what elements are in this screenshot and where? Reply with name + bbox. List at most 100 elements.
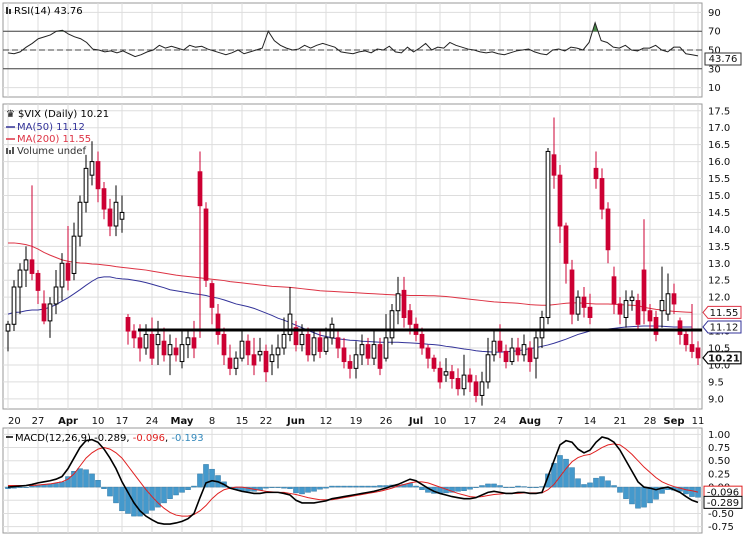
macd-histogram-bar xyxy=(569,467,575,488)
macd-panel-frame xyxy=(2,427,703,534)
date-axis: 20 27 Apr 10 17 24 May 8 15 22 Jun 12 19 26 Jul 10 17 24 A… xyxy=(8,416,704,427)
volume-legend-icon xyxy=(6,147,14,154)
macd-histogram-bar xyxy=(461,486,467,491)
macd-histogram-bar xyxy=(65,476,71,488)
candle-down xyxy=(581,296,587,308)
price-tick-label: 13.0 xyxy=(708,259,730,270)
price-tick-label: 17.5 xyxy=(708,106,730,117)
macd-badge-value: -0.289 xyxy=(707,498,739,509)
candle-down xyxy=(401,289,407,319)
candle-down xyxy=(95,161,101,190)
ma50-badge: 11.12 xyxy=(702,320,742,334)
candle-down xyxy=(251,354,257,366)
candle-down xyxy=(137,337,143,349)
macd-histogram-bar xyxy=(611,485,617,488)
macd-histogram-bar xyxy=(167,486,173,499)
volume-legend: Volume undef xyxy=(17,146,87,157)
macd-histogram-bar xyxy=(335,485,341,488)
price-tick-label: 13.5 xyxy=(708,242,730,253)
candle-up xyxy=(299,333,305,346)
date-tick-label: 21 xyxy=(614,416,627,427)
candle-down xyxy=(473,381,479,396)
macd-histogram-bar xyxy=(653,486,659,500)
date-tick-label: 7 xyxy=(557,416,563,427)
macd-histogram-bar xyxy=(497,485,503,488)
macd-histogram-bar xyxy=(275,486,281,488)
candle-down xyxy=(35,272,41,291)
macd-histogram-bar xyxy=(293,486,299,494)
date-tick-label: 24 xyxy=(494,416,507,427)
macd-histogram-bar xyxy=(89,473,95,488)
candle-down xyxy=(173,347,179,356)
macd-tick-label: 0.25 xyxy=(708,469,730,480)
macd-histogram-bar xyxy=(17,486,23,488)
candle-up xyxy=(353,354,359,369)
macd-histogram-bar xyxy=(581,484,587,488)
macd-line xyxy=(7,436,699,525)
macd-histogram-bar xyxy=(23,486,29,488)
candle-up xyxy=(257,350,263,356)
rsi-tick-label: 90 xyxy=(708,8,721,19)
price-panel: 17.5 17.0 16.5 16.0 15.5 15.0 14.5 14.0 13.5 13.0… xyxy=(2,103,742,410)
candle-up xyxy=(179,344,185,363)
macd-histogram-bar xyxy=(269,486,275,488)
macd-histogram-bar xyxy=(185,486,191,490)
date-tick-label: 10 xyxy=(92,416,105,427)
candle-down xyxy=(617,303,623,315)
candle-down xyxy=(41,303,47,322)
date-tick-label: Jul xyxy=(408,416,423,427)
candle-up xyxy=(665,293,671,315)
candle-up xyxy=(311,337,317,356)
candle-up xyxy=(71,235,77,274)
candle-down xyxy=(365,344,371,359)
macd-histogram-bar xyxy=(533,486,539,488)
date-tick-label: Aug xyxy=(519,416,541,427)
price-tick-label: 15.5 xyxy=(708,174,730,185)
macd-histogram-bar xyxy=(641,486,647,508)
rsi-axis: 90 70 50 30 10 xyxy=(708,8,721,94)
date-tick-label: 26 xyxy=(380,416,393,427)
date-tick-label: 24 xyxy=(146,416,159,427)
macd-histogram-bar xyxy=(125,486,131,514)
macd-histogram-bar xyxy=(479,485,485,488)
price-tick-label: 9.5 xyxy=(708,377,724,388)
macd-histogram-bar xyxy=(473,486,479,488)
macd-histogram-bar xyxy=(563,458,569,488)
candle-up xyxy=(77,201,83,237)
candle-up xyxy=(287,313,293,335)
price-tick-label: 10.5 xyxy=(708,344,730,355)
macd-signal-badge-value: -0.096 xyxy=(707,488,739,499)
candle-down xyxy=(605,208,611,251)
candle-down xyxy=(305,333,311,356)
macd-histogram-bar xyxy=(71,471,77,488)
macd-histogram-bar xyxy=(173,486,179,496)
candle-up xyxy=(59,262,65,288)
candle-up xyxy=(239,340,245,359)
candle-down xyxy=(65,262,71,281)
candle-up xyxy=(575,296,581,315)
candle-down xyxy=(569,269,575,315)
macd-histogram-bar xyxy=(209,468,215,488)
macd-histogram-bar xyxy=(383,485,389,488)
price-tick-label: 16.0 xyxy=(708,157,730,168)
macd-histogram-bar xyxy=(101,486,107,489)
candle-down xyxy=(695,347,701,359)
candle-down xyxy=(515,347,521,356)
macd-histogram-bar xyxy=(197,473,203,488)
candle-up xyxy=(53,286,59,305)
macd-histogram-bar xyxy=(605,480,611,488)
candle-down xyxy=(497,340,503,352)
candle-down xyxy=(125,317,131,332)
macd-histogram-bar xyxy=(119,486,125,512)
candle-down xyxy=(191,337,197,349)
candle-down xyxy=(131,330,137,339)
macd-histogram-bar xyxy=(161,486,167,504)
candle-down xyxy=(29,259,35,274)
candle-down xyxy=(527,347,533,363)
macd-histogram-bar xyxy=(689,486,695,497)
candle-down xyxy=(431,357,437,369)
candle-up xyxy=(47,303,53,322)
macd-histogram-bar xyxy=(29,485,35,488)
macd-histogram-bar xyxy=(617,486,623,493)
